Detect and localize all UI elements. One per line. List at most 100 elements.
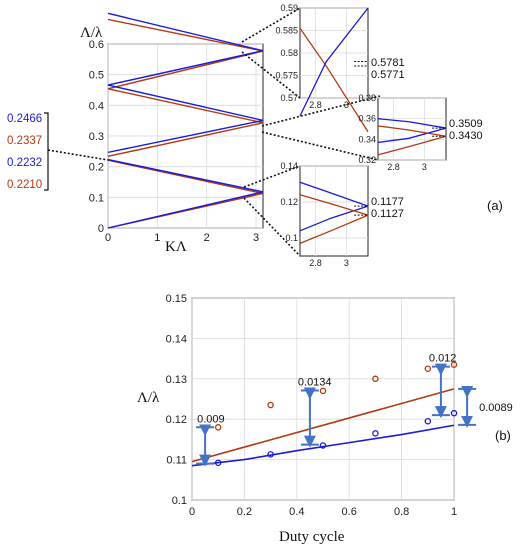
inset-line-blue [377, 118, 447, 129]
band-line-red [107, 122, 264, 158]
y-axis-label-b: Λ/λ [137, 390, 160, 406]
inset-bot-value-1: 0.1177 [371, 196, 404, 208]
x-tick-label: 0 [105, 232, 111, 244]
y-tick-label-b: 0.13 [166, 374, 187, 386]
inset-line-red [299, 27, 369, 133]
x-tick-label-b: 0.8 [394, 506, 409, 518]
panel-label-a: (a) [487, 198, 503, 213]
inset-bot-lines: 2.8 3 0.1 0.12 0.14 [280, 161, 369, 268]
y-tick-label: 0.2 [89, 162, 104, 174]
inset-y-tick: 0.1 [285, 233, 298, 243]
y-axis-label: Λ/λ [80, 25, 103, 41]
data-point-red [424, 365, 432, 372]
bracket-leader [47, 149, 109, 161]
inset-x-tick: 2.8 [309, 258, 322, 268]
leader-top-1 [241, 7, 301, 43]
inset-y-tick: 0.57 [280, 93, 298, 103]
panel-label-b: (b) [495, 428, 511, 443]
y-tick-label: 0.5 [89, 70, 104, 82]
side-value-2: 0.2337 [7, 135, 42, 147]
fit-line-blue [191, 424, 455, 467]
gap-label: 0.009 [197, 413, 225, 425]
y-tick-label: 0.3 [89, 131, 104, 143]
inset-line-blue [377, 127, 447, 144]
inset-mid-lines: 2.8 3 0.32 0.34 0.36 0.38 [358, 93, 447, 172]
inset-y-tick: 0.58 [280, 48, 298, 58]
inset-top-lines: 2.8 3 0.57 0.575 0.58 0.585 0.59 [275, 3, 369, 133]
inset-mid-frame [377, 97, 447, 161]
inset-x-tick: 3 [344, 258, 349, 268]
tick-labels-b: 0 0.2 0.4 0.6 0.8 1 0.1 0.11 0.12 0.13 0.14 0.15 [166, 293, 457, 518]
inset-top-value-2: 0.5771 [371, 69, 405, 81]
x-tick-label-b: 0.2 [237, 506, 252, 518]
x-tick-label-b: 1 [451, 506, 457, 518]
inset-line-blue [299, 7, 369, 117]
band-line-blue [107, 50, 264, 86]
leader-top-2 [241, 51, 301, 99]
x-axis-label-b: Duty cycle [279, 529, 345, 545]
band-line-red [107, 18, 264, 52]
x-axis-label: KΛ [165, 239, 187, 255]
inset-y-tick: 0.34 [358, 134, 376, 144]
inset-y-tick: 0.36 [358, 114, 376, 124]
data-point-blue [424, 417, 432, 425]
band-line-red [107, 88, 264, 124]
inset-x-tick: 2.8 [387, 162, 400, 172]
inset-x-tick: 3 [344, 100, 349, 110]
y-tick-label-b: 0.11 [166, 455, 187, 467]
inset-line-red [299, 214, 369, 245]
x-tick-label-b: 0.4 [289, 506, 304, 518]
fit-line-red [191, 388, 455, 463]
band-line-blue [107, 158, 264, 193]
inset-mid-value-2: 0.3430 [449, 130, 483, 142]
inset-line-red [377, 135, 447, 156]
data-point-red [450, 361, 458, 368]
inset-y-tick: 0.575 [275, 71, 298, 81]
inset-y-tick: 0.585 [275, 26, 298, 36]
x-tick-label-b: 0.6 [342, 506, 357, 518]
panel-b-plot: 0.009 0.0134 0.012 0.0089 0 0.2 0.4 0.6 0.8 1 0.1… [137, 293, 513, 545]
y-tick-label-b: 0.12 [166, 414, 187, 426]
band-line-blue [107, 191, 264, 229]
y-tick-label: 0.1 [89, 192, 104, 204]
plot-frame-b [191, 297, 455, 501]
y-tick-label: 0.4 [89, 100, 104, 112]
data-point-red [372, 375, 379, 383]
data-point-red [214, 424, 222, 431]
side-value-4: 0.2210 [7, 179, 42, 191]
inset-y-tick: 0.38 [358, 93, 376, 103]
inset-y-tick: 0.59 [280, 3, 298, 13]
inset-bot-frame [299, 165, 369, 257]
leader-mid-1 [261, 95, 381, 127]
gap-label: 0.0134 [298, 377, 332, 389]
tick-labels: 0 1 2 3 0 0.1 0.2 0.3 0.4 0.5 0.6 [89, 39, 259, 244]
inset-top: 2.8 3 0.57 0.575 0.58 0.585 0.59 0.5781 0.5771 [275, 3, 405, 133]
inset-bottom: 2.8 3 0.1 0.12 0.14 0.1177 0.1127 [280, 161, 403, 268]
inset-line-blue [299, 205, 369, 232]
band-line-red [107, 159, 264, 195]
gap-label: 0.0089 [479, 402, 513, 414]
inset-x-tick: 3 [422, 162, 427, 172]
data-point-blue [372, 430, 379, 437]
inset-line-red [377, 125, 447, 137]
gap-label: 0.012 [429, 353, 457, 365]
data-point-red [267, 401, 274, 409]
panel-a-main-plot: 0 1 2 3 0 0.1 0.2 0.3 0.4 0.5 0.6 Λ/λ KΛ (a) [80, 12, 503, 255]
side-value-3: 0.2232 [7, 157, 42, 169]
band-line-blue [107, 84, 264, 122]
band-line-blue [107, 12, 264, 52]
leader-bot-2 [243, 197, 301, 257]
data-point-blue [214, 459, 222, 467]
y-tick-label-b: 0.1 [172, 495, 187, 507]
data-point-blue [450, 409, 458, 417]
data-point-blue [267, 451, 274, 458]
band-lines [107, 12, 264, 229]
data-points-b [214, 361, 458, 467]
y-tick-label-b: 0.15 [166, 293, 187, 305]
inset-mid-value-1: 0.3509 [449, 118, 483, 130]
gap-arrows-b: 0.009 0.0134 0.012 0.0089 [196, 353, 513, 467]
x-tick-label: 1 [154, 232, 160, 244]
inset-y-tick: 0.32 [358, 155, 376, 165]
inset-y-tick: 0.12 [280, 197, 298, 207]
data-point-blue [319, 442, 327, 449]
